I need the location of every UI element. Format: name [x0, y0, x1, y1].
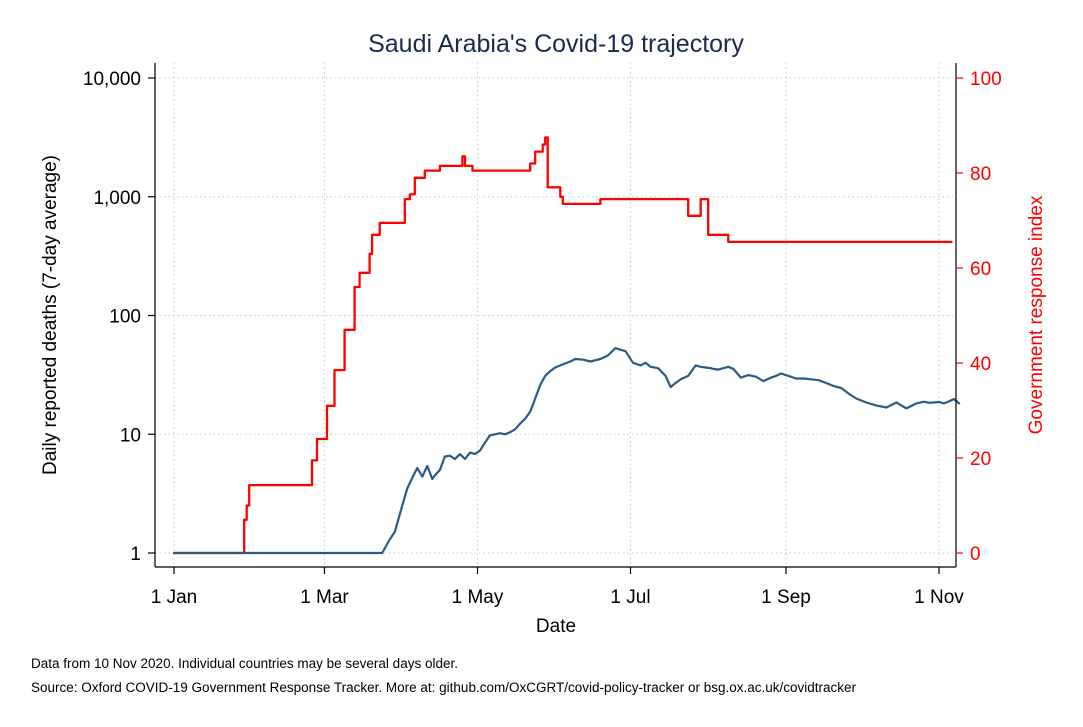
- series-layer: [172, 136, 961, 555]
- y-left-tick-label: 100: [109, 307, 141, 328]
- x-tick-label: 1 Jan: [151, 587, 197, 608]
- response-index-line: [172, 136, 953, 555]
- x-tick-label: 1 Jul: [610, 587, 650, 608]
- grid-layer: [155, 63, 956, 567]
- x-tick-label: 1 May: [452, 587, 504, 608]
- y-axis-label-left: Daily reported deaths (7-day average): [40, 155, 61, 475]
- y-right-tick-label: 100: [970, 69, 1002, 90]
- y-right-tick-label: 40: [970, 354, 991, 375]
- x-tick-label: 1 Nov: [914, 587, 964, 608]
- x-tick-label: 1 Sep: [761, 587, 811, 608]
- y-right-tick-label: 20: [970, 449, 991, 470]
- y-right-tick-label: 60: [970, 259, 991, 280]
- y-left-tick-label: 10: [120, 425, 141, 446]
- y-right-tick-label: 80: [970, 164, 991, 185]
- deaths-line: [172, 347, 961, 555]
- data-note: Data from 10 Nov 2020. Individual countr…: [31, 656, 458, 671]
- x-tick-label: 1 Mar: [300, 587, 349, 608]
- y-right-tick-label: 0: [970, 544, 981, 565]
- x-axis-label: Date: [536, 616, 576, 637]
- chart-title: Saudi Arabia's Covid-19 trajectory: [368, 30, 744, 58]
- y-left-tick-label: 1: [130, 544, 141, 565]
- y-left-tick-label: 10,000: [83, 69, 141, 90]
- source-note: Source: Oxford COVID-19 Government Respo…: [31, 680, 857, 695]
- y-axis-label-right: Government response index: [1026, 195, 1047, 434]
- ticks-layer: 1 Jan 1 Mar 1 May 1 Jul 1 Sep 1 Nov 1 10 100 1,00…: [83, 69, 1002, 608]
- y-left-tick-label: 1,000: [93, 188, 141, 209]
- chart-notes: Data from 10 Nov 2020. Individual countr…: [31, 652, 856, 700]
